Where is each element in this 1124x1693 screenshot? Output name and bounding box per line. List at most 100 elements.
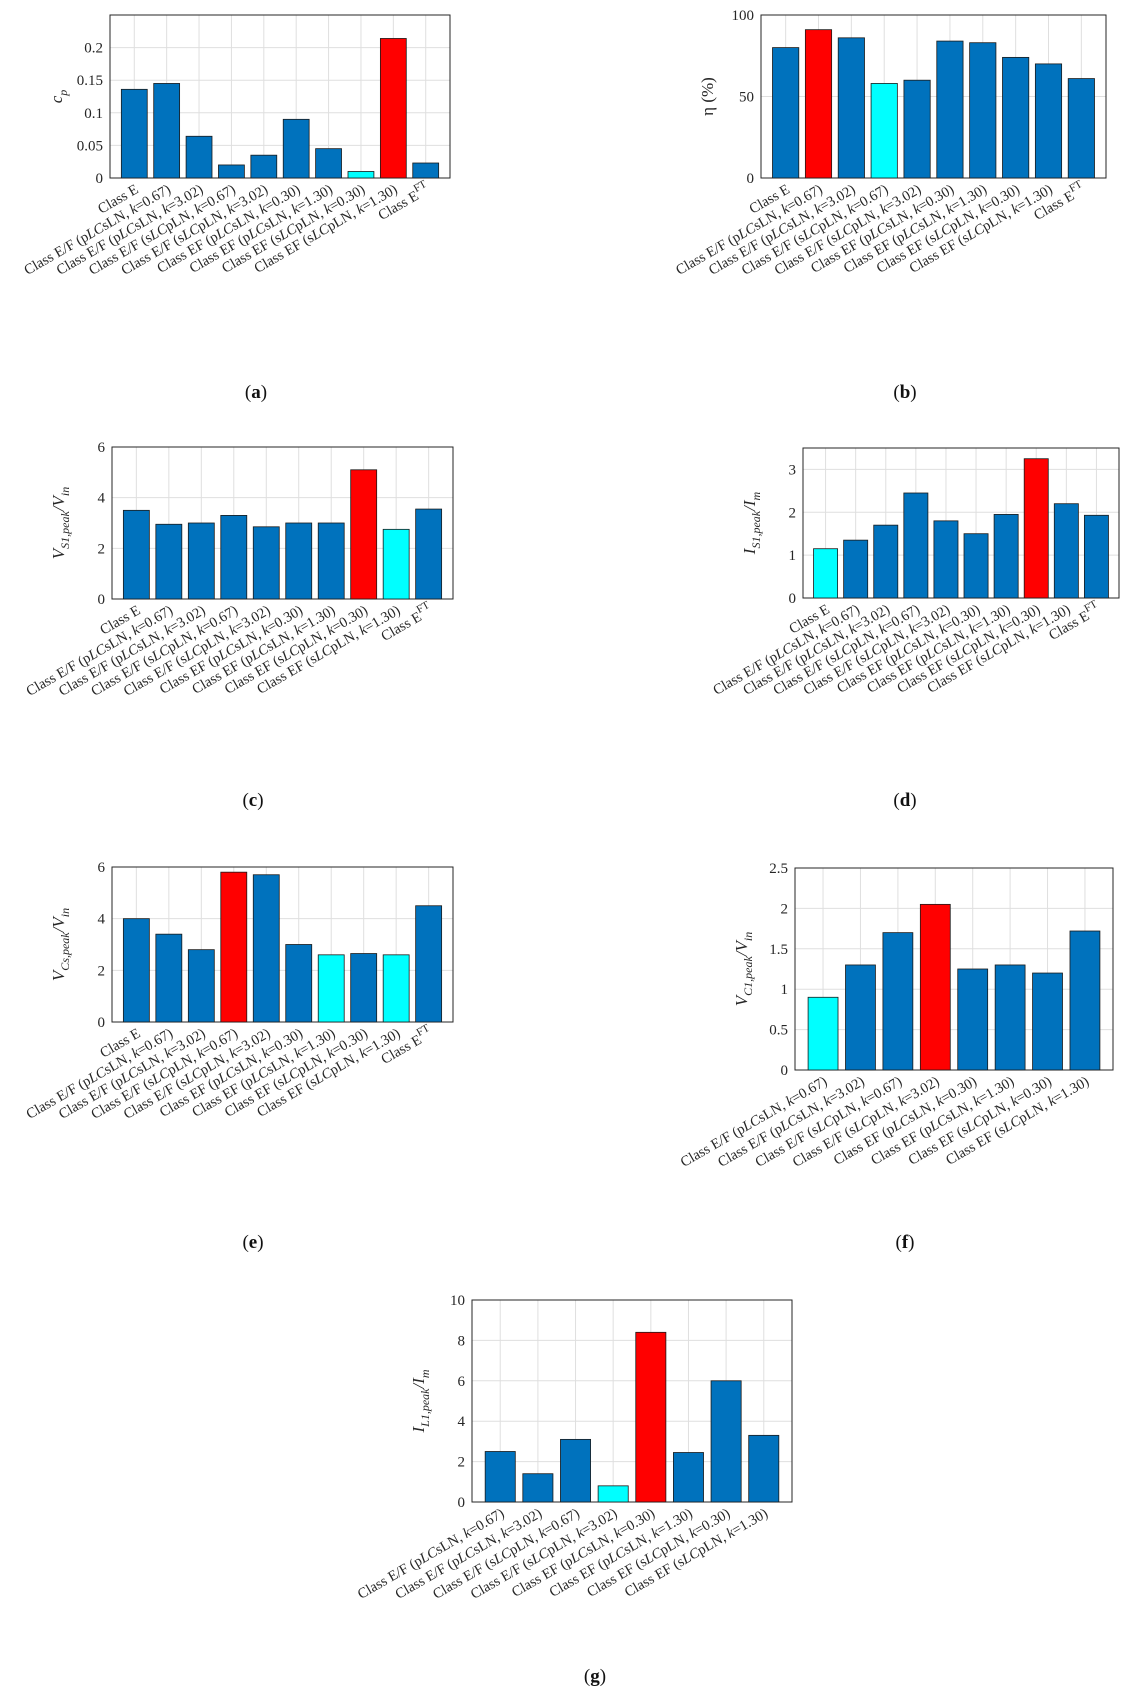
panel-label-c: (c) (242, 790, 263, 811)
y-tick-label: 6 (458, 1374, 466, 1390)
bar (1069, 930, 1101, 1071)
bar (870, 83, 898, 179)
y-tick-label: 4 (458, 1414, 466, 1430)
bar (155, 933, 183, 1023)
bar (1034, 63, 1063, 179)
y-tick-label: 0 (458, 1495, 466, 1511)
bar (252, 874, 280, 1023)
bar (315, 148, 342, 179)
y-axis-label: VCs,peak/Vin (49, 908, 72, 981)
bar (560, 1438, 591, 1503)
bar (252, 526, 280, 600)
bar (804, 29, 833, 179)
y-axis-label: η (%) (698, 77, 717, 116)
y-tick-label: 1 (781, 982, 789, 998)
bar (415, 905, 443, 1023)
bar (936, 40, 964, 179)
bar (1083, 514, 1109, 599)
panel-label-a: (a) (245, 382, 267, 403)
bar (933, 520, 959, 599)
bar (1067, 78, 1095, 179)
panel-label-b: (b) (893, 382, 916, 403)
axes-box (471, 1299, 793, 1503)
bar (748, 1434, 780, 1503)
y-tick-label: 2 (458, 1455, 466, 1471)
y-tick-label: 10 (450, 1293, 465, 1309)
panel-label-f: (f) (896, 1232, 915, 1253)
y-tick-label: 1 (789, 548, 797, 564)
bar (250, 154, 278, 179)
bar (412, 162, 440, 179)
y-tick-label: 0 (98, 592, 106, 608)
bar (122, 509, 150, 600)
y-tick-label: 0.15 (77, 73, 103, 89)
bar (710, 1380, 742, 1503)
y-tick-label: 6 (98, 440, 106, 456)
y-tick-label: 0.5 (769, 1023, 788, 1039)
bar (155, 523, 183, 600)
bar (635, 1331, 667, 1503)
bar (153, 83, 181, 179)
y-tick-label: 0.05 (77, 138, 103, 154)
bar (882, 932, 914, 1071)
bar (382, 528, 410, 600)
y-axis-label: IL1,peak/Im (409, 1369, 432, 1433)
bar (957, 968, 989, 1071)
bar (1053, 503, 1079, 599)
bar (993, 514, 1019, 599)
y-tick-label: 8 (458, 1333, 466, 1349)
y-tick-label: 100 (732, 8, 755, 24)
y-tick-label: 2 (789, 505, 797, 521)
y-tick-label: 2 (98, 963, 106, 979)
bar (285, 944, 313, 1023)
bar (845, 964, 876, 1071)
panel-label-e: (e) (242, 1232, 263, 1253)
bar (837, 37, 865, 179)
bar (1032, 972, 1063, 1071)
y-tick-label: 50 (739, 90, 754, 106)
bar (903, 79, 931, 179)
bar (484, 1451, 516, 1503)
bar (347, 171, 375, 179)
bar (903, 492, 929, 599)
y-tick-label: 0.1 (84, 106, 103, 122)
bar (415, 508, 443, 600)
bar (673, 1452, 704, 1503)
axes-box (111, 866, 454, 1023)
y-tick-label: 0 (747, 171, 755, 187)
bar (218, 164, 245, 179)
bar (185, 135, 213, 179)
y-tick-label: 0.2 (84, 41, 103, 57)
axes-box (760, 14, 1107, 179)
bar (187, 522, 215, 600)
bar (317, 954, 345, 1023)
y-tick-label: 2.5 (769, 861, 788, 877)
bar (350, 953, 378, 1023)
axes-box (802, 447, 1120, 599)
bar (963, 533, 989, 599)
bar (807, 996, 839, 1071)
y-tick-label: 1.5 (769, 942, 788, 958)
y-tick-label: 0 (96, 171, 104, 187)
bar (220, 515, 248, 600)
bar (285, 522, 313, 600)
bar (1002, 56, 1030, 179)
bar (220, 871, 248, 1023)
bar (282, 118, 310, 179)
bar (317, 522, 345, 600)
y-tick-label: 0 (789, 591, 797, 607)
bar (122, 918, 150, 1023)
bar (379, 38, 407, 179)
bar (772, 47, 800, 179)
y-axis-label: cp (47, 90, 70, 104)
bar (1023, 458, 1049, 599)
y-axis-label: VC1,peak/Vin (732, 932, 755, 1007)
bar (994, 964, 1026, 1071)
